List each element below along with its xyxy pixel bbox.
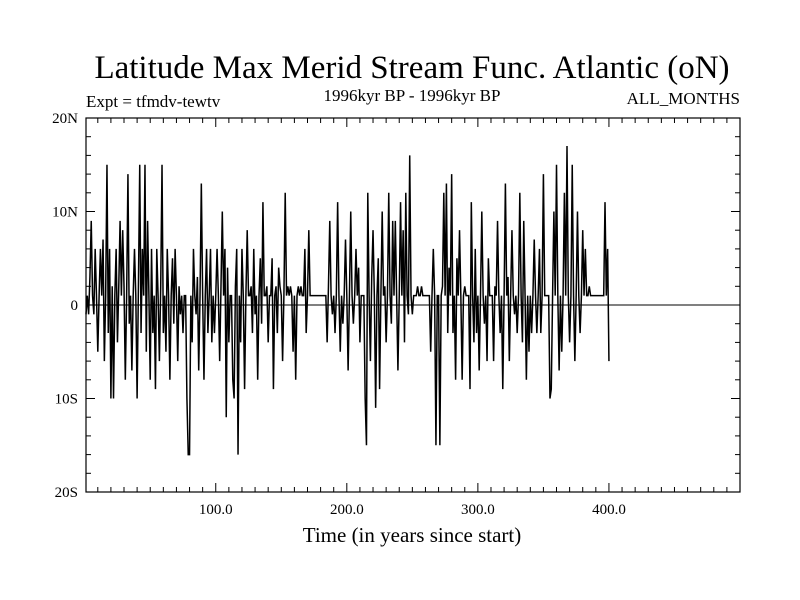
x-tick-label: 300.0 — [461, 502, 495, 518]
y-axis: 20N 10N 0 10S 20S — [52, 111, 740, 501]
x-tick-label: 100.0 — [199, 502, 233, 518]
y-tick-label: 20S — [55, 485, 78, 501]
x-axis: 100.0 200.0 300.0 400.0 — [97, 118, 728, 518]
subtitle-period: 1996kyr BP - 1996kyr BP — [324, 86, 501, 105]
y-tick-label: 10S — [55, 392, 78, 408]
subtitle-months: ALL_MONTHS — [627, 89, 740, 108]
x-axis-label: Time (in years since start) — [303, 523, 522, 547]
y-tick-label: 20N — [52, 111, 78, 127]
x-tick-label: 200.0 — [330, 502, 364, 518]
y-tick-label: 10N — [52, 205, 78, 221]
chart-title: Latitude Max Merid Stream Func. Atlantic… — [94, 50, 729, 86]
x-tick-label: 400.0 — [592, 502, 626, 518]
subtitle-expt: Expt = tfmdv-tewtv — [86, 92, 221, 111]
y-tick-label: 0 — [71, 298, 79, 314]
series-line — [85, 146, 610, 456]
